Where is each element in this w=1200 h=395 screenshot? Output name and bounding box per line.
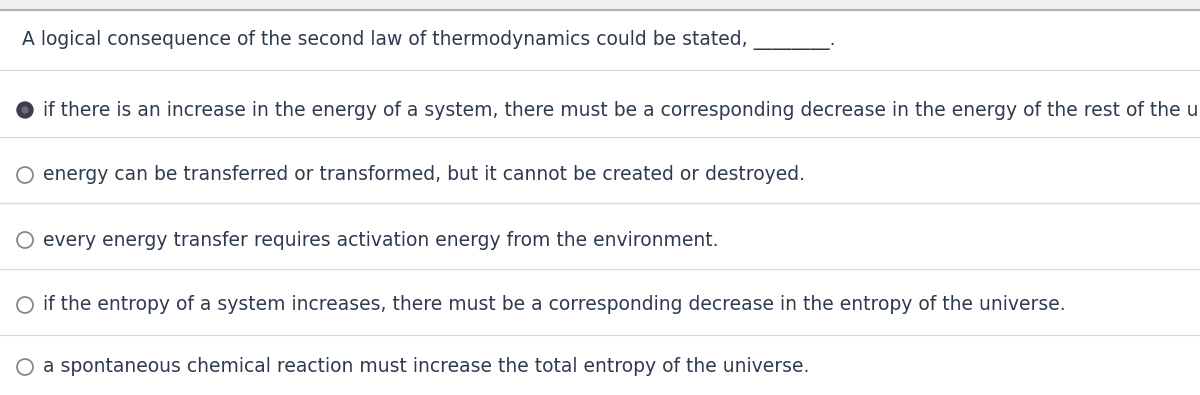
Circle shape xyxy=(17,359,34,375)
Circle shape xyxy=(17,167,34,183)
Text: if there is an increase in the energy of a system, there must be a corresponding: if there is an increase in the energy of… xyxy=(43,100,1200,120)
Circle shape xyxy=(22,106,29,114)
Text: A logical consequence of the second law of thermodynamics could be stated, _____: A logical consequence of the second law … xyxy=(22,30,835,50)
Circle shape xyxy=(17,232,34,248)
Circle shape xyxy=(17,102,34,118)
Text: if the entropy of a system increases, there must be a corresponding decrease in : if the entropy of a system increases, th… xyxy=(43,295,1066,314)
Text: a spontaneous chemical reaction must increase the total entropy of the universe.: a spontaneous chemical reaction must inc… xyxy=(43,357,809,376)
Bar xyxy=(0,0,1200,10)
Text: every energy transfer requires activation energy from the environment.: every energy transfer requires activatio… xyxy=(43,231,719,250)
Circle shape xyxy=(17,297,34,313)
Text: energy can be transferred or transformed, but it cannot be created or destroyed.: energy can be transferred or transformed… xyxy=(43,166,805,184)
